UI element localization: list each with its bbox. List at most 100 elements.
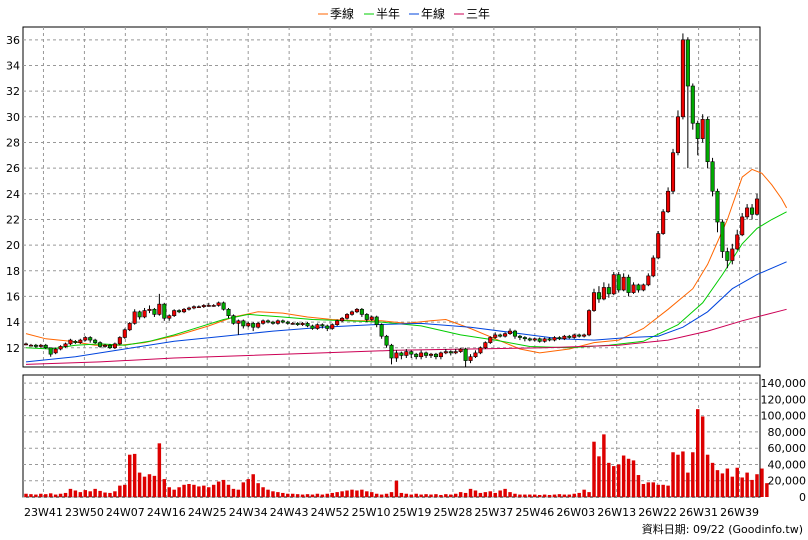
candle-body	[438, 352, 443, 358]
candle	[320, 323, 325, 329]
volume-bar	[226, 484, 231, 497]
candle	[335, 319, 340, 326]
candle	[389, 343, 394, 365]
candle	[73, 340, 78, 344]
candle	[122, 328, 127, 339]
volume-bar	[123, 484, 127, 497]
candle-body	[705, 119, 710, 163]
volume-bar	[434, 494, 438, 497]
candle-body	[512, 330, 518, 337]
candle	[206, 302, 211, 307]
candle	[340, 316, 345, 323]
x-tick-label: 25W10	[352, 506, 391, 519]
candle-body	[399, 352, 404, 356]
candle-body	[201, 305, 206, 307]
candle-body	[374, 316, 379, 325]
volume-bar	[24, 493, 28, 497]
volume-bar	[118, 485, 122, 497]
candle-body	[221, 302, 226, 310]
legend-label-half: 半年	[376, 7, 400, 21]
candle-body	[216, 302, 221, 306]
candle-body	[443, 351, 448, 354]
volume-bar	[755, 474, 759, 497]
candle-body	[414, 353, 419, 358]
volume-bar	[246, 479, 250, 497]
candle-body	[345, 314, 350, 319]
x-tick-label: 26W22	[638, 506, 677, 519]
candle	[690, 83, 695, 130]
candle-body	[745, 207, 750, 218]
candle	[552, 336, 557, 342]
volume-bar	[370, 492, 374, 497]
candle	[562, 334, 567, 341]
candle	[63, 342, 68, 348]
volume-bar	[276, 492, 280, 497]
candle-body	[191, 306, 196, 309]
candle	[488, 336, 493, 344]
candle-body	[78, 339, 83, 343]
candle-body	[251, 323, 256, 328]
volume-bar	[360, 489, 364, 497]
volume-bars	[24, 409, 769, 497]
candle	[730, 243, 735, 265]
candle-body	[680, 39, 685, 118]
candle	[359, 307, 364, 317]
price-tick-label: 12	[6, 342, 20, 355]
volume-bar	[53, 494, 58, 497]
candle	[433, 352, 438, 360]
candle-body	[246, 323, 251, 327]
volume-bar	[444, 494, 448, 497]
volume-bar	[621, 455, 626, 497]
volume-bar	[68, 488, 73, 497]
volume-bar	[345, 490, 349, 497]
volume-bar	[305, 494, 310, 497]
candle-body	[404, 351, 409, 356]
candle	[493, 332, 498, 339]
candle	[221, 301, 226, 311]
candle-body	[636, 284, 641, 291]
candle	[512, 329, 518, 339]
candle-body	[68, 339, 73, 345]
candle	[98, 341, 103, 348]
volume-bar	[429, 494, 433, 497]
candle-body	[102, 344, 108, 347]
volume-bar	[261, 487, 265, 497]
volume-bar	[187, 483, 191, 497]
volume-bar	[236, 489, 241, 497]
volume-bar	[98, 490, 102, 497]
price-frame-border	[22, 26, 761, 368]
candle-body	[631, 284, 636, 293]
x-axis: 23W41 23W50 24W07 24W16 24W25 24W34 24W43 24W52…	[24, 506, 759, 519]
volume-bar	[597, 456, 601, 497]
volume-bar	[587, 492, 591, 497]
candle-body	[453, 351, 458, 354]
volume-bar	[730, 476, 735, 497]
candle-body	[112, 343, 117, 349]
candle-body	[157, 303, 162, 315]
volume-bar	[508, 492, 512, 497]
candle	[587, 309, 592, 337]
volume-bar	[419, 494, 423, 497]
x-tick-label: 24W16	[147, 506, 186, 519]
candle-body	[107, 344, 112, 349]
volume-bar	[127, 454, 132, 497]
volume-bar	[691, 452, 695, 497]
volume-bar	[562, 494, 567, 497]
volume-bar	[340, 491, 344, 497]
candle	[532, 337, 537, 342]
candle	[374, 315, 379, 328]
candle-body	[690, 85, 695, 124]
volume-bar	[449, 494, 453, 497]
candle-body	[587, 310, 592, 336]
volume-bar	[533, 494, 537, 497]
volume-bar	[325, 493, 330, 497]
candle-body	[132, 311, 137, 324]
candle	[93, 338, 98, 344]
candle-body	[280, 320, 285, 323]
candle	[186, 306, 192, 311]
price-tick-label: 32	[6, 85, 20, 98]
volume-bar	[78, 492, 83, 497]
candle-body	[270, 321, 275, 324]
candle-body	[591, 292, 597, 311]
volume-tick-label: 40,000	[768, 458, 807, 471]
